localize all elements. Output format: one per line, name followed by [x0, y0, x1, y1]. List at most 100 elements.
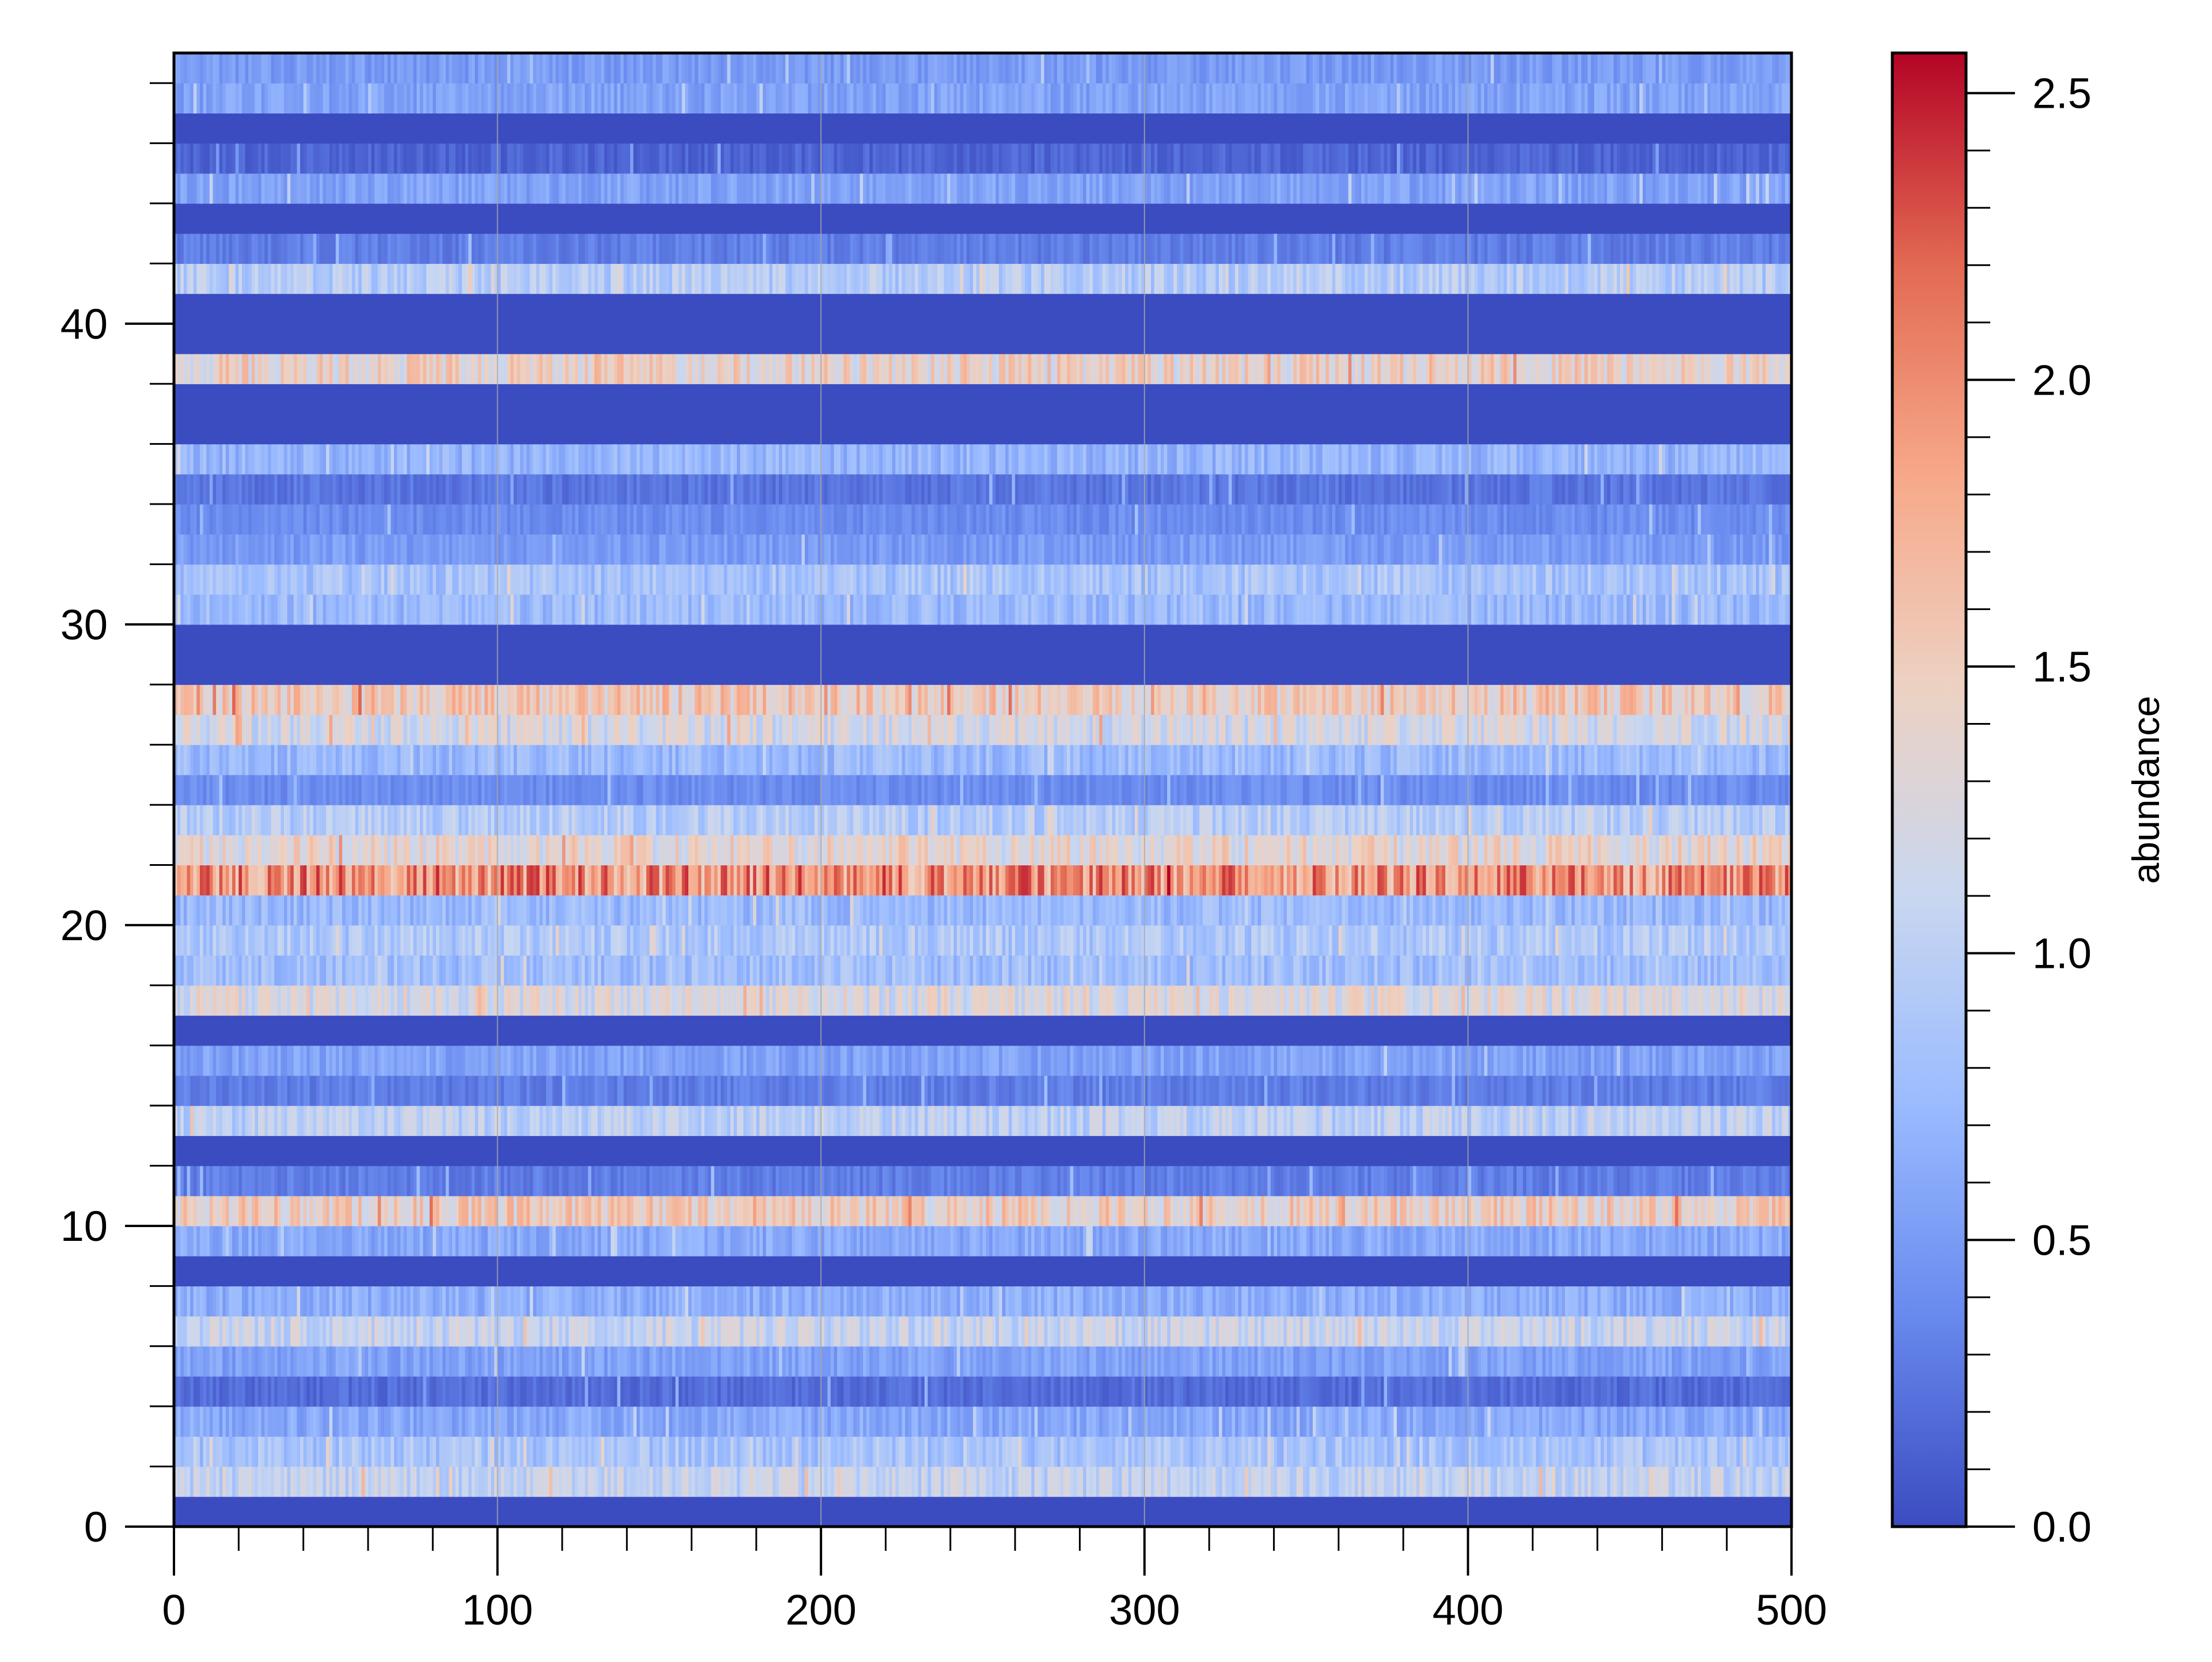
heatmap-cell: [362, 1376, 365, 1407]
heatmap-cell: [669, 1436, 672, 1467]
heatmap-cell: [1009, 1436, 1012, 1467]
heatmap-cell: [391, 1497, 394, 1527]
heatmap-cell: [1316, 1497, 1319, 1527]
heatmap-cell: [782, 1497, 786, 1527]
heatmap-cell: [824, 1436, 828, 1467]
heatmap-cell: [1044, 1406, 1048, 1437]
heatmap-cell: [931, 1406, 934, 1437]
heatmap-cell: [1549, 1436, 1552, 1467]
heatmap-cell: [1332, 1497, 1336, 1527]
heatmap-cell: [743, 1497, 747, 1527]
heatmap-cell: [549, 1467, 552, 1497]
heatmap-cell: [1358, 1406, 1361, 1437]
heatmap-cell: [1303, 1467, 1306, 1497]
heatmap-cell: [546, 1467, 550, 1497]
heatmap-cell: [1355, 1406, 1358, 1437]
heatmap-cell: [1387, 1497, 1391, 1527]
heatmap-cell: [931, 1467, 934, 1497]
heatmap-cell: [1623, 1406, 1627, 1437]
heatmap-cell: [420, 1436, 423, 1467]
heatmap-cell: [404, 1406, 407, 1437]
heatmap-cell: [1025, 1467, 1028, 1497]
heatmap-cell: [433, 1376, 436, 1407]
heatmap-cell: [1497, 1497, 1501, 1527]
heatmap-cell: [1051, 1497, 1054, 1527]
heatmap-cell: [1209, 1406, 1213, 1437]
heatmap-cell: [252, 1467, 255, 1497]
heatmap-cell: [190, 1467, 194, 1497]
heatmap-cell: [1083, 1497, 1086, 1527]
heatmap-cell: [1093, 1467, 1096, 1497]
heatmap-cell: [1759, 1436, 1763, 1467]
heatmap-cell: [785, 1406, 789, 1437]
heatmap-cell: [1529, 1436, 1533, 1467]
heatmap-cell: [844, 1436, 847, 1467]
heatmap-cell: [1435, 1406, 1439, 1437]
heatmap-cell: [795, 1467, 798, 1497]
heatmap-cell: [847, 1467, 850, 1497]
heatmap-cell: [1028, 1497, 1032, 1527]
heatmap-cell: [1349, 1436, 1352, 1467]
heatmap-cell: [598, 1406, 601, 1437]
heatmap-cell: [1419, 1436, 1423, 1467]
heatmap-cell: [1316, 1406, 1319, 1437]
heatmap-cell: [1478, 1406, 1481, 1437]
heatmap-cell: [222, 1497, 226, 1527]
heatmap-cell: [1591, 1436, 1594, 1467]
heatmap-cell: [795, 1406, 798, 1437]
heatmap-cell: [1365, 1467, 1368, 1497]
heatmap-cell: [264, 1406, 268, 1437]
heatmap-cell: [682, 1436, 685, 1467]
heatmap-cell: [669, 1406, 672, 1437]
heatmap-cell: [462, 1467, 465, 1497]
heatmap-cell: [177, 1467, 181, 1497]
heatmap-cell: [1323, 1497, 1326, 1527]
heatmap-cell: [1219, 1497, 1222, 1527]
heatmap-cell: [271, 1436, 274, 1467]
heatmap-cell: [524, 1406, 527, 1437]
heatmap-cell: [349, 1406, 352, 1437]
heatmap-cell: [540, 1467, 543, 1497]
heatmap-cell: [430, 1497, 433, 1527]
heatmap-cell: [1749, 1467, 1753, 1497]
heatmap-cell: [1018, 1467, 1022, 1497]
heatmap-cell: [1005, 1467, 1009, 1497]
heatmap-cell: [824, 1467, 828, 1497]
heatmap-cell: [510, 1376, 514, 1407]
heatmap-cell: [811, 1406, 815, 1437]
heatmap-cell: [1426, 1406, 1429, 1437]
heatmap-cell: [1086, 1497, 1090, 1527]
heatmap-cell: [1442, 1406, 1445, 1437]
heatmap-cell: [407, 1467, 410, 1497]
heatmap-cell: [850, 1436, 854, 1467]
heatmap-cell: [1672, 1467, 1675, 1497]
heatmap-cell: [1724, 1467, 1727, 1497]
heatmap-cell: [895, 1406, 899, 1437]
heatmap-cell: [1756, 1467, 1759, 1497]
heatmap-cell: [206, 1376, 210, 1407]
heatmap-cell: [332, 1376, 336, 1407]
heatmap-cell: [326, 1436, 329, 1467]
heatmap-cell: [484, 1467, 488, 1497]
heatmap-cell: [1562, 1436, 1565, 1467]
heatmap-cell: [863, 1497, 866, 1527]
heatmap-cell: [724, 1467, 728, 1497]
heatmap-cell: [866, 1436, 870, 1467]
heatmap-cell: [456, 1467, 459, 1497]
heatmap-cell: [196, 1436, 200, 1467]
heatmap-cell: [304, 1497, 307, 1527]
heatmap-cell: [352, 1376, 355, 1407]
heatmap-cell: [482, 1376, 485, 1407]
heatmap-cell: [844, 1467, 847, 1497]
heatmap-cell: [1727, 1497, 1730, 1527]
heatmap-cell: [510, 1406, 514, 1437]
heatmap-cell: [1255, 1406, 1258, 1437]
heatmap-cell: [1749, 1436, 1753, 1467]
heatmap-cell: [507, 1376, 510, 1407]
heatmap-cell: [274, 1376, 278, 1407]
heatmap-cell: [1264, 1406, 1268, 1437]
heatmap-cell: [973, 1436, 976, 1467]
heatmap-cell: [1031, 1497, 1035, 1527]
heatmap-cell: [465, 1467, 468, 1497]
heatmap-cell: [229, 1406, 232, 1437]
